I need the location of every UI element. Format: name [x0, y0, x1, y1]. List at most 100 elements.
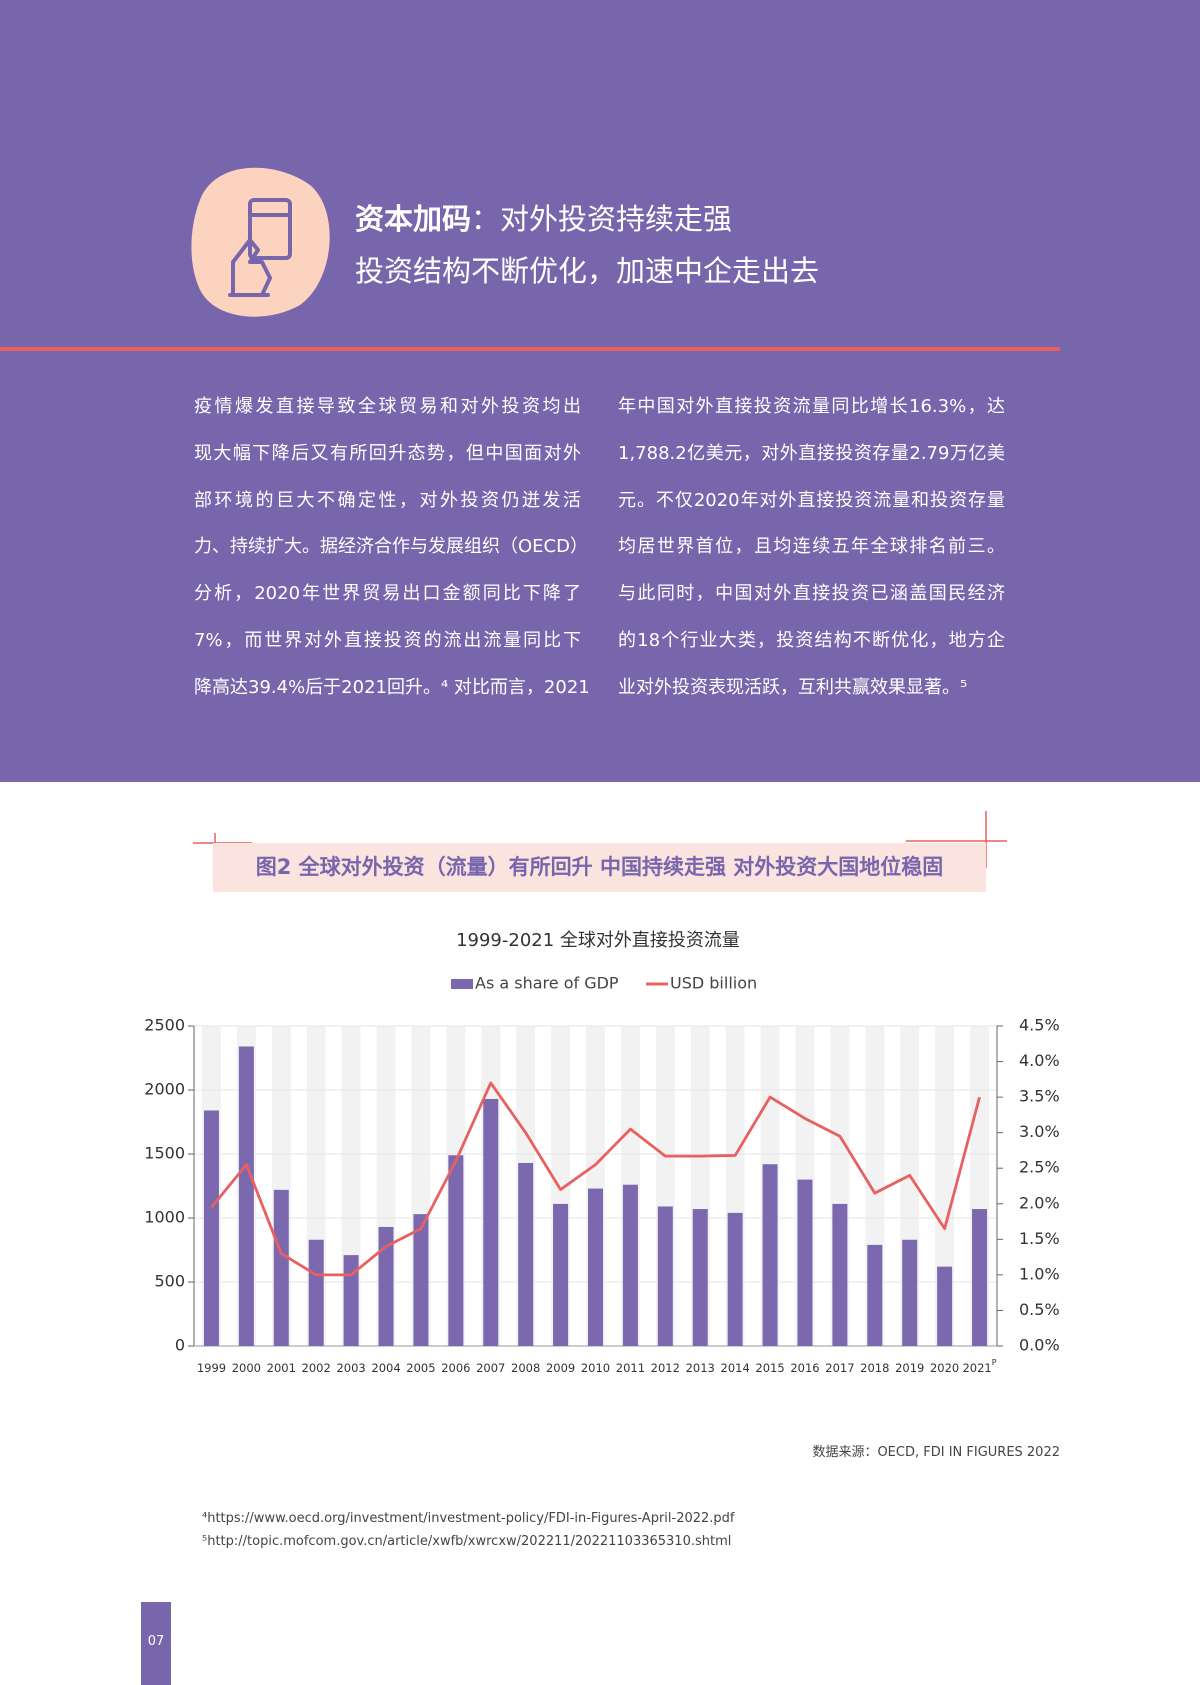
y2-tick-label: 0.0%	[1019, 1336, 1060, 1355]
y2-tick-label: 1.5%	[1019, 1229, 1060, 1248]
x-tick-label: 2000	[232, 1361, 261, 1375]
x-tick-text: 2018	[860, 1361, 889, 1375]
x-tick-text: 2000	[232, 1361, 261, 1375]
x-tick-label: 2005	[406, 1361, 435, 1375]
x-tick-label: 2015	[755, 1361, 784, 1375]
x-tick-label: 2014	[721, 1361, 750, 1375]
y-tick-label: 0	[175, 1336, 185, 1355]
x-tick-label: 2009	[546, 1361, 575, 1375]
x-tick-text: 2005	[406, 1361, 435, 1375]
x-tick-text: 2017	[825, 1361, 854, 1375]
x-tick-label: 2003	[336, 1361, 365, 1375]
header-title: 资本加码：对外投资持续走强	[355, 196, 732, 238]
x-tick-text: 2021	[962, 1361, 991, 1375]
bar	[972, 1209, 988, 1346]
y2-tick-label: 3.5%	[1019, 1087, 1060, 1106]
bar	[657, 1206, 673, 1346]
source: 数据来源：OECD, FDI IN FIGURES 2022	[812, 1445, 1060, 1460]
column-stripe	[935, 1026, 955, 1346]
body-line: 业对外投资表现活跃，互利共赢效果显著。⁵	[618, 676, 968, 698]
x-tick-text: 2014	[721, 1361, 750, 1375]
y2-tick-label: 1.0%	[1019, 1264, 1060, 1283]
body-line: 疫情爆发直接导致全球贸易和对外投资均出	[194, 396, 581, 417]
x-tick-text: 2012	[651, 1361, 680, 1375]
body-line: 1,788.2亿美元，对外直接投资存量2.79万亿美	[618, 442, 1005, 464]
bar	[343, 1255, 359, 1346]
x-tick-label: 2010	[581, 1361, 610, 1375]
x-tick-superscript: P	[992, 1358, 997, 1367]
bar	[413, 1214, 429, 1346]
y2-tick-label: 0.5%	[1019, 1300, 1060, 1319]
bar	[238, 1046, 254, 1346]
icon-hand-card	[228, 198, 292, 297]
x-tick-text: 2019	[895, 1361, 924, 1375]
title-bold: 资本加码	[355, 202, 472, 236]
header-subtitle: 投资结构不断优化，加速中企走出去	[355, 254, 820, 288]
body-line: 年中国对外直接投资流量同比增长16.3%，达	[618, 396, 1005, 417]
body-line: 元。不仅2020年对外直接投资流量和投资存量	[618, 489, 1005, 511]
bar	[588, 1188, 603, 1346]
legend-label: As a share of GDP	[475, 974, 619, 993]
header-band	[0, 0, 1200, 782]
bar	[308, 1239, 324, 1346]
chart: 1999-2021 全球对外直接投资流量 0 500 1000 1500 2000 2500…	[144, 930, 1060, 1375]
x-tick-label: 2004	[371, 1361, 400, 1375]
line	[210, 1081, 981, 1277]
x-tick-label: 2017	[825, 1361, 854, 1375]
y2-tick-label: 2.5%	[1019, 1158, 1060, 1177]
footnote: ⁴https://www.oecd.org/investment/investm…	[202, 1511, 735, 1526]
x-tick-text: 2008	[511, 1361, 540, 1375]
bar	[797, 1179, 813, 1346]
bar	[448, 1155, 464, 1346]
x-tick-text: 2003	[336, 1361, 365, 1375]
footnote: ⁵http://topic.mofcom.gov.cn/article/xwfb…	[202, 1534, 732, 1549]
x-tick-label: 2012	[651, 1361, 680, 1375]
bar	[203, 1110, 219, 1346]
body-line: 部环境的巨大不确定性，对外投资仍迸发活	[194, 489, 581, 511]
y2-tick-label: 4.0%	[1019, 1051, 1060, 1070]
x-tick-text: 2013	[686, 1361, 715, 1375]
x-tick-text: 2009	[546, 1361, 575, 1375]
x-tick-label: 2020	[930, 1361, 959, 1375]
y2-tick-label: 4.5%	[1019, 1016, 1060, 1035]
legend-label: USD billion	[670, 974, 757, 993]
legend-swatch	[451, 979, 473, 989]
x-tick-label: 2007	[476, 1361, 505, 1375]
bar	[553, 1203, 569, 1346]
bar	[622, 1184, 638, 1346]
x-tick-label: 2006	[441, 1361, 470, 1375]
x-tick-text: 2010	[581, 1361, 610, 1375]
title-rest: ：对外投资持续走强	[471, 202, 733, 236]
body-line: 的18个行业大类，投资结构不断优化，地方企	[618, 629, 1005, 651]
x-tick-label: 2013	[686, 1361, 715, 1375]
icon-blob	[191, 167, 330, 317]
y-tick-label: 1500	[144, 1144, 185, 1163]
x-tick-label: 2019	[895, 1361, 924, 1375]
x-tick-label: 2011	[616, 1361, 645, 1375]
bar	[692, 1209, 708, 1346]
body-line: 与此同时，中国对外直接投资已涵盖国民经济	[618, 583, 1005, 605]
x-tick-label: 1999	[197, 1361, 226, 1375]
x-tick-label: 2008	[511, 1361, 540, 1375]
bar	[902, 1239, 918, 1346]
bar	[727, 1212, 743, 1346]
x-tick-label: 2001	[267, 1361, 296, 1375]
bar	[762, 1164, 778, 1346]
body-line: 力、持续扩大。据经济合作与发展组织（OECD）	[194, 536, 588, 558]
y2-tick-label: 3.0%	[1019, 1122, 1060, 1141]
bar	[378, 1226, 394, 1346]
y-tick-label: 2000	[144, 1080, 185, 1099]
bar	[832, 1203, 848, 1346]
x-tick-text: 2004	[371, 1361, 400, 1375]
body-right: 年中国对外直接投资流量同比增长16.3%，达 1,788.2亿美元，对外直接投资存…	[618, 384, 1005, 712]
x-tick-text: 2002	[302, 1361, 331, 1375]
bar	[273, 1189, 289, 1346]
y-tick-label: 2500	[144, 1016, 185, 1035]
bar	[518, 1162, 534, 1346]
x-tick-label: 2018	[860, 1361, 889, 1375]
x-tick-label: 2016	[790, 1361, 819, 1375]
x-tick-text: 2016	[790, 1361, 819, 1375]
page-number: 07	[147, 1634, 165, 1649]
